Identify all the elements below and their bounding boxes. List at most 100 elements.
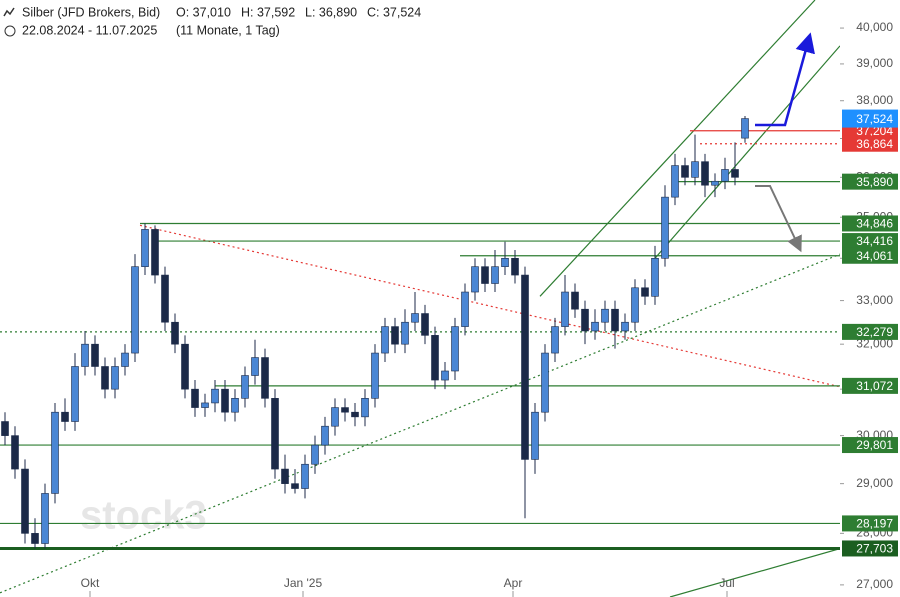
candle-body [51, 411, 59, 494]
candle-body [501, 257, 509, 267]
header-bg [0, 0, 560, 42]
arrow-up [755, 32, 815, 127]
candle-body [21, 468, 29, 534]
candle-body [31, 533, 39, 544]
candle-body [91, 343, 99, 367]
candle-body [661, 196, 669, 259]
level-label: 27,703 [856, 542, 893, 556]
candle-body [201, 402, 209, 408]
candle-body [291, 483, 299, 489]
candle-body [361, 398, 369, 418]
candle-body [431, 335, 439, 381]
trend-line [539, 0, 816, 297]
candle-body [571, 291, 579, 310]
candle-body [731, 169, 739, 178]
y-tick-label: 27,000 [856, 577, 893, 591]
candle-body [301, 463, 309, 489]
level-label: 35,890 [856, 175, 893, 189]
icon [4, 25, 16, 37]
candle-body [691, 161, 699, 178]
level-box [842, 323, 898, 340]
x-tick-label: Okt [81, 576, 100, 590]
candle-body [61, 411, 69, 422]
candle-body [591, 321, 599, 332]
candle-body [681, 165, 689, 178]
level-label: 34,416 [856, 234, 893, 248]
candle-body [171, 321, 179, 345]
level-box [842, 437, 898, 454]
candle-body [411, 313, 419, 323]
level-box [842, 135, 898, 152]
candle-body [531, 411, 539, 460]
watermark: stock3 [80, 494, 207, 538]
candle-body [191, 388, 199, 408]
candle-body [611, 308, 619, 332]
level-labels: 37,20436,86435,89034,84634,41634,06132,2… [842, 109, 898, 557]
level-box [842, 215, 898, 232]
trend-line [654, 45, 840, 259]
y-tick-label: 40,000 [856, 20, 893, 34]
candle-body [351, 411, 359, 418]
candle-body [371, 352, 379, 399]
trend-line [669, 548, 840, 597]
low-text: L: 36,890 [305, 5, 357, 19]
candle-body [81, 343, 89, 367]
level-label: 28,197 [856, 517, 893, 531]
candle-body [211, 388, 219, 404]
candle-body [471, 266, 479, 293]
candle-body [111, 366, 119, 390]
candle-body [271, 398, 279, 470]
candle-body [491, 266, 499, 284]
open-text: O: 37,010 [176, 5, 231, 19]
candle-body [651, 257, 659, 297]
candle-body [341, 407, 349, 413]
candle-body [141, 229, 149, 267]
level-box [842, 233, 898, 250]
level-box [842, 515, 898, 532]
candle-body [281, 468, 289, 484]
level-box [842, 173, 898, 190]
x-tick-label: Apr [504, 576, 523, 590]
candle-body [311, 444, 319, 465]
candle-body [551, 326, 559, 354]
candle-body [131, 266, 139, 354]
level-label: 34,846 [856, 217, 893, 231]
level-box [842, 540, 898, 557]
y-tick-label: 29,000 [856, 476, 893, 490]
candle-body [41, 493, 49, 544]
y-tick-label: 39,000 [856, 56, 893, 70]
candle-body [721, 169, 729, 182]
candle-body [581, 308, 589, 332]
candle-body [181, 343, 189, 390]
y-tick-label: 38,000 [856, 93, 893, 107]
header: Silber (JFD Brokers, Bid) O: 37,010 H: 3… [0, 0, 560, 42]
candle-body [511, 257, 519, 276]
candle-body [481, 266, 489, 284]
candle-body [161, 274, 169, 323]
candle-body [631, 287, 639, 323]
candle-body [221, 388, 229, 413]
candle-body [151, 229, 159, 276]
y-tick-label: 33,000 [856, 293, 893, 307]
candle-body [71, 366, 79, 422]
span: (11 Monate, 1 Tag) [176, 23, 280, 37]
level-label: 29,801 [856, 438, 893, 452]
candle-body [741, 118, 749, 139]
level-box [842, 247, 898, 264]
candle-body [621, 321, 629, 332]
candle-body [451, 326, 459, 372]
candle-body [121, 352, 129, 367]
x-tick-label: Jul [719, 576, 734, 590]
candle-body [321, 425, 329, 446]
icon [3, 7, 15, 17]
candle-body [401, 321, 409, 345]
candle-body [441, 370, 449, 381]
candle-body [1, 421, 9, 436]
level-label: 32,279 [856, 325, 893, 339]
candle-body [251, 357, 259, 376]
title: Silber (JFD Brokers, Bid) [22, 5, 160, 19]
candle-body [231, 398, 239, 413]
candle-body [601, 308, 609, 323]
